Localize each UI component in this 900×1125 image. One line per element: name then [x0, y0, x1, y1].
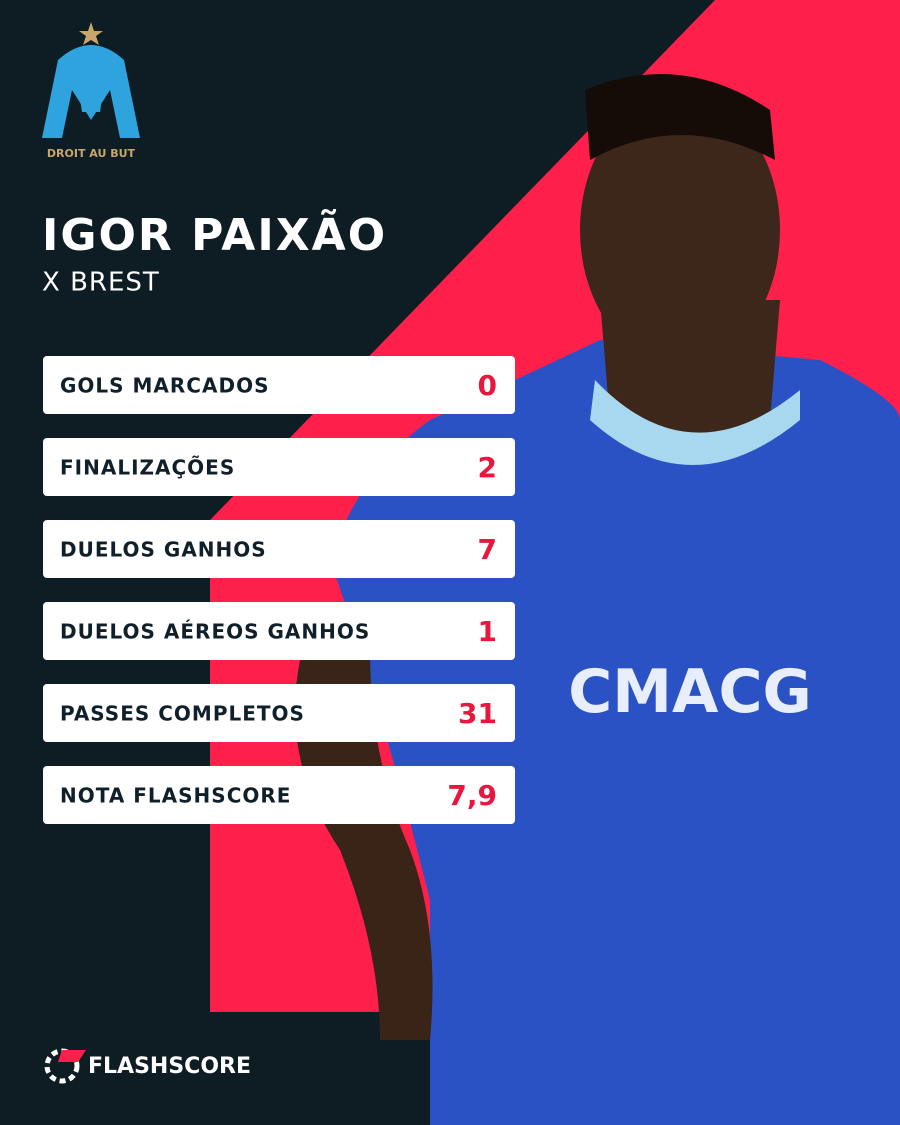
stat-value: 2: [478, 451, 497, 484]
stat-value: 7,9: [447, 779, 497, 812]
badge-motto: DROIT AU BUT: [47, 147, 136, 160]
club-badge: DROIT AU BUT: [42, 22, 140, 160]
stat-label: DUELOS AÉREOS GANHOS: [60, 620, 370, 644]
stat-value: 31: [458, 697, 497, 730]
stat-row: [43, 602, 515, 660]
stat-label: DUELOS GANHOS: [60, 538, 267, 562]
stat-value: 7: [478, 533, 497, 566]
title: IGOR PAIXÃO: [42, 208, 387, 261]
brand-logo: [44, 1048, 86, 1084]
stat-value: 0: [478, 369, 497, 402]
stat-row: [43, 684, 515, 742]
subtitle: X BREST: [42, 268, 160, 298]
stat-label: NOTA FLASHSCORE: [60, 784, 291, 808]
stat-row: [43, 766, 515, 824]
brand: FLASHSCORE: [88, 1054, 251, 1079]
stat-label: FINALIZAÇÕES: [60, 456, 235, 480]
stat-row: [43, 438, 515, 496]
stat-label: GOLS MARCADOS: [60, 374, 269, 398]
stat-row: [43, 520, 515, 578]
stat-value: 1: [478, 615, 497, 648]
svg-text:CMACG: CMACG: [568, 657, 811, 727]
stat-label: PASSES COMPLETOS: [60, 702, 305, 726]
stats: GOLS MARCADOS 0 FINALIZAÇÕES 2 DUELOS GANHOS…: [43, 356, 515, 824]
stat-row: [43, 356, 515, 414]
